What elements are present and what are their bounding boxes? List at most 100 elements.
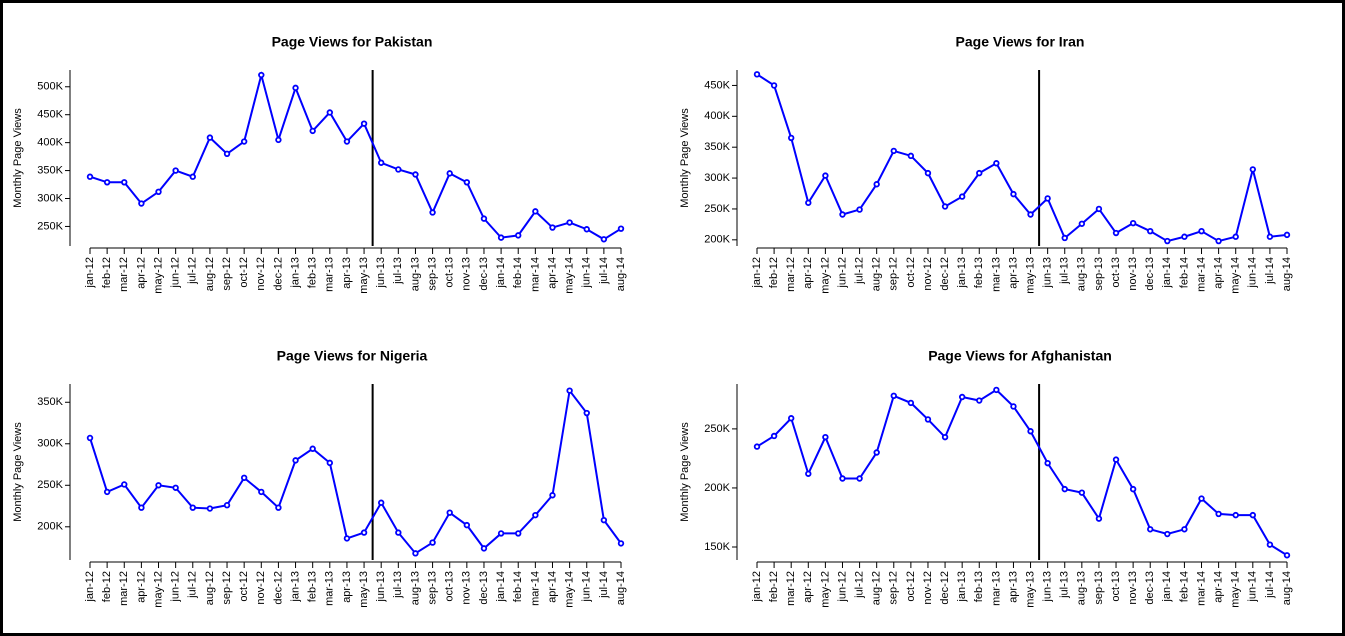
data-point	[206, 134, 214, 141]
y-axis-label: Monthly Page Views	[12, 108, 24, 208]
x-tick-label: nov-13	[1127, 257, 1139, 291]
data-point	[770, 432, 778, 440]
data-point	[993, 386, 1000, 394]
x-tick-label: apr-12	[135, 571, 147, 603]
x-tick-label: nov-13	[1127, 571, 1139, 605]
data-point	[395, 529, 402, 536]
x-tick-label: mar-12	[118, 571, 130, 606]
chart-title: Page Views for Nigeria	[277, 348, 428, 364]
x-tick-label: jan-13	[956, 257, 968, 289]
y-tick-label: 250K	[704, 203, 730, 215]
data-point	[172, 484, 179, 491]
x-tick-label: jul-13	[392, 257, 404, 285]
data-point	[206, 505, 214, 512]
data-point	[1078, 489, 1086, 496]
y-tick-label: 500K	[37, 81, 63, 93]
data-point	[583, 409, 590, 417]
x-tick-label: may-14	[564, 257, 576, 294]
x-tick-label: dec-13	[1144, 257, 1156, 291]
x-tick-label: jul-13	[392, 571, 404, 599]
data-point	[907, 152, 915, 160]
x-tick-label: dec-12	[939, 571, 951, 605]
x-tick-label: may-13	[1024, 257, 1036, 294]
data-point	[138, 200, 145, 207]
x-tick-label: may-12	[819, 257, 831, 294]
x-tick-label: nov-13	[461, 257, 473, 291]
chart-title: Page Views for Pakistan	[272, 34, 433, 50]
x-tick-label: jan-14	[1161, 257, 1173, 289]
data-point	[223, 150, 231, 158]
data-point	[343, 138, 351, 145]
x-tick-label: feb-12	[101, 257, 113, 288]
x-tick-label: feb-12	[768, 571, 780, 602]
data-point	[1232, 233, 1239, 240]
x-tick-label: mar-14	[529, 257, 541, 292]
data-point	[753, 71, 761, 78]
x-tick-label: aug-14	[1281, 257, 1293, 291]
x-tick-label: oct-12	[905, 257, 917, 288]
x-tick-label: may-14	[1230, 257, 1242, 294]
x-tick-label: apr-12	[135, 257, 147, 289]
x-tick-label: apr-14	[546, 257, 558, 289]
data-point	[1181, 233, 1188, 240]
x-tick-label: nov-12	[922, 571, 934, 605]
data-point	[1078, 220, 1086, 227]
data-point	[924, 416, 932, 423]
data-point	[753, 443, 761, 450]
x-tick-label: mar-13	[324, 571, 336, 606]
y-tick-label: 300K	[37, 192, 63, 204]
data-point	[292, 457, 299, 464]
data-point	[446, 170, 453, 177]
data-point	[1129, 485, 1137, 493]
x-tick-label: sep-12	[888, 257, 900, 291]
x-tick-label: sep-13	[426, 257, 438, 291]
data-point	[360, 120, 368, 127]
x-tick-label: oct-13	[444, 571, 456, 602]
x-tick-label: sep-12	[221, 571, 233, 605]
x-tick-label: apr-12	[802, 571, 814, 603]
x-tick-label: jan-12	[84, 571, 96, 603]
y-tick-label: 400K	[37, 137, 63, 149]
x-tick-label: jul-14	[598, 571, 610, 599]
data-point	[103, 179, 111, 186]
x-tick-label: may-14	[564, 571, 576, 608]
x-tick-label: feb-12	[768, 257, 780, 288]
data-point	[326, 109, 334, 116]
y-tick-label: 250K	[704, 423, 730, 435]
y-tick-label: 400K	[704, 110, 730, 122]
x-tick-label: jan-13	[289, 257, 301, 289]
x-tick-label: apr-12	[802, 257, 814, 289]
x-tick-label: may-13	[358, 257, 370, 294]
data-point	[856, 206, 863, 213]
x-tick-label: jan-12	[84, 257, 96, 289]
x-tick-label: dec-12	[272, 257, 284, 291]
x-tick-label: aug-12	[871, 257, 883, 291]
x-tick-label: jul-14	[1264, 571, 1276, 599]
data-point	[412, 171, 419, 178]
x-tick-label: dec-12	[272, 571, 284, 605]
data-point	[1215, 237, 1222, 245]
data-point	[1249, 511, 1257, 519]
data-point	[566, 219, 573, 226]
x-tick-label: may-12	[152, 257, 164, 294]
data-point	[805, 199, 812, 206]
y-tick-label: 300K	[37, 438, 63, 450]
x-tick-label: jun-13	[1042, 571, 1054, 603]
data-point	[497, 530, 505, 537]
data-point	[1129, 219, 1137, 227]
data-point	[976, 397, 983, 404]
x-tick-label: feb-13	[307, 571, 319, 602]
x-tick-label: feb-14	[512, 257, 524, 288]
x-tick-label: aug-14	[615, 257, 627, 291]
y-tick-label: 250K	[37, 220, 63, 232]
x-tick-label: nov-12	[922, 257, 934, 291]
data-point	[787, 134, 795, 142]
data-point	[993, 160, 1000, 167]
data-point	[1283, 552, 1291, 559]
data-point	[121, 481, 128, 488]
x-tick-label: feb-14	[1178, 571, 1190, 602]
data-point	[924, 169, 932, 177]
data-point	[890, 147, 897, 155]
y-tick-label: 250K	[37, 479, 63, 491]
x-tick-label: jan-13	[289, 571, 301, 603]
